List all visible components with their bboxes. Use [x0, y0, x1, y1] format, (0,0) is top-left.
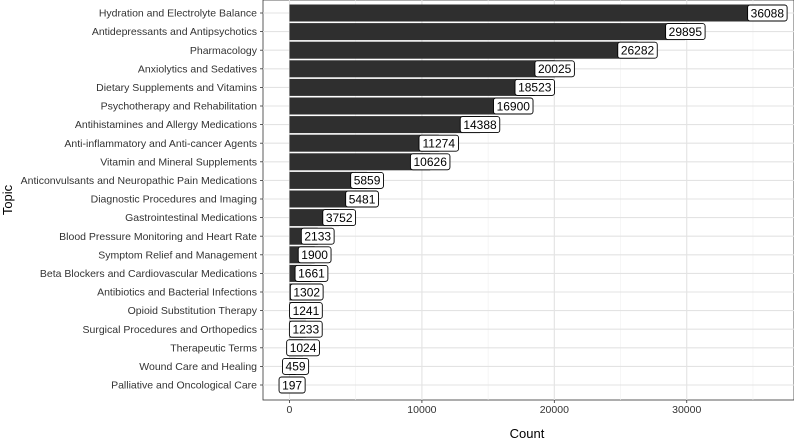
data-label: 1233: [292, 323, 319, 337]
category-label: Anti-inflammatory and Anti-cancer Agents: [64, 138, 257, 150]
data-label-box: [665, 23, 706, 41]
category-label: Psychotherapy and Rehabilitation: [101, 101, 258, 113]
category-label: Anticonvulsants and Neuropathic Pain Med…: [21, 175, 257, 187]
bar: [289, 41, 638, 59]
x-axis-ticks: 0 10000 20000 30000: [260, 12, 701, 416]
category-label: Vitamin and Mineral Supplements: [100, 156, 257, 168]
category-label: Therapeutic Terms: [170, 342, 257, 354]
x-axis-title: Count: [510, 426, 545, 440]
data-label-box: [350, 171, 384, 189]
data-label-box: [278, 376, 306, 394]
category-label: Diagnostic Procedures and Imaging: [91, 194, 258, 206]
data-label: 1024: [290, 341, 317, 355]
data-label: 11274: [423, 137, 456, 151]
data-label: 20025: [538, 62, 572, 76]
data-label: 1900: [301, 248, 328, 262]
data-label: 459: [286, 360, 306, 374]
bar: [289, 116, 481, 134]
bar: [289, 23, 686, 41]
x-tick-label: 20000: [540, 404, 569, 416]
data-label-box: [300, 227, 335, 245]
data-label: 1241: [293, 304, 320, 318]
bar: [289, 78, 535, 96]
category-label: Surgical Procedures and Orthopedics: [82, 324, 257, 336]
data-label-box: [297, 246, 332, 264]
category-label: Blood Pressure Monitoring and Heart Rate: [59, 231, 257, 243]
category-label: Antidepressants and Antipsychotics: [92, 26, 257, 38]
data-label-box: [345, 190, 379, 208]
category-label: Anxiolytics and Sedatives: [138, 63, 257, 75]
data-label: 18523: [518, 81, 552, 95]
bar: [289, 171, 368, 189]
bar: [289, 153, 431, 171]
data-label-box: [289, 283, 324, 301]
data-label-box: [286, 339, 320, 357]
category-labels: Hydration and Electrolyte Balance Antidep…: [21, 8, 258, 392]
data-label: 5481: [349, 192, 376, 206]
bar: [289, 60, 555, 78]
category-label: Pharmacology: [190, 45, 258, 57]
y-axis-title: Topic: [0, 184, 15, 215]
data-label: 16900: [497, 99, 531, 113]
x-tick-label: 10000: [407, 404, 436, 416]
data-label-box: [617, 41, 658, 59]
data-label-box: [294, 264, 329, 282]
category-label: Gastrointestinal Medications: [125, 212, 257, 224]
data-label-box: [493, 97, 534, 115]
category-label: Dietary Supplements and Vitamins: [96, 82, 257, 94]
data-label: 3752: [326, 211, 353, 225]
data-label-box: [282, 357, 310, 375]
data-label-box: [514, 78, 555, 96]
data-label: 2133: [304, 230, 331, 244]
bar: [289, 97, 514, 115]
category-label: Opioid Substitution Therapy: [128, 305, 258, 317]
x-tick-label: 30000: [672, 404, 701, 416]
data-label: 36088: [751, 6, 785, 20]
category-label: Hydration and Electrolyte Balance: [99, 8, 257, 20]
bar: [289, 190, 363, 208]
data-label-box: [289, 302, 323, 320]
bar: [289, 4, 768, 22]
data-label-box: [409, 153, 451, 171]
data-label-box: [534, 60, 575, 78]
category-label: Palliative and Oncological Care: [111, 380, 257, 392]
data-label: 197: [282, 378, 302, 392]
data-label-box: [322, 209, 357, 227]
category-label: Wound Care and Healing: [139, 361, 257, 373]
data-label: 1302: [293, 285, 320, 299]
data-label: 5859: [354, 174, 381, 188]
bars: [289, 4, 768, 394]
bar: [289, 134, 439, 152]
category-label: Beta Blockers and Cardiovascular Medicat…: [40, 268, 257, 280]
data-label: 26282: [621, 44, 655, 58]
data-label: 10626: [414, 155, 448, 169]
data-label-box: [288, 320, 323, 338]
category-label: Antihistamines and Allergy Medications: [75, 119, 257, 131]
data-label: 14388: [463, 118, 497, 132]
data-label: 29895: [669, 25, 703, 39]
data-label-box: [418, 134, 459, 152]
data-label-box: [747, 4, 788, 22]
data-label-box: [459, 116, 501, 134]
category-label: Symptom Relief and Management: [98, 249, 257, 261]
x-tick-label: 0: [287, 404, 293, 416]
data-label: 1661: [298, 267, 325, 281]
category-label: Antibiotics and Bacterial Infections: [97, 287, 257, 299]
